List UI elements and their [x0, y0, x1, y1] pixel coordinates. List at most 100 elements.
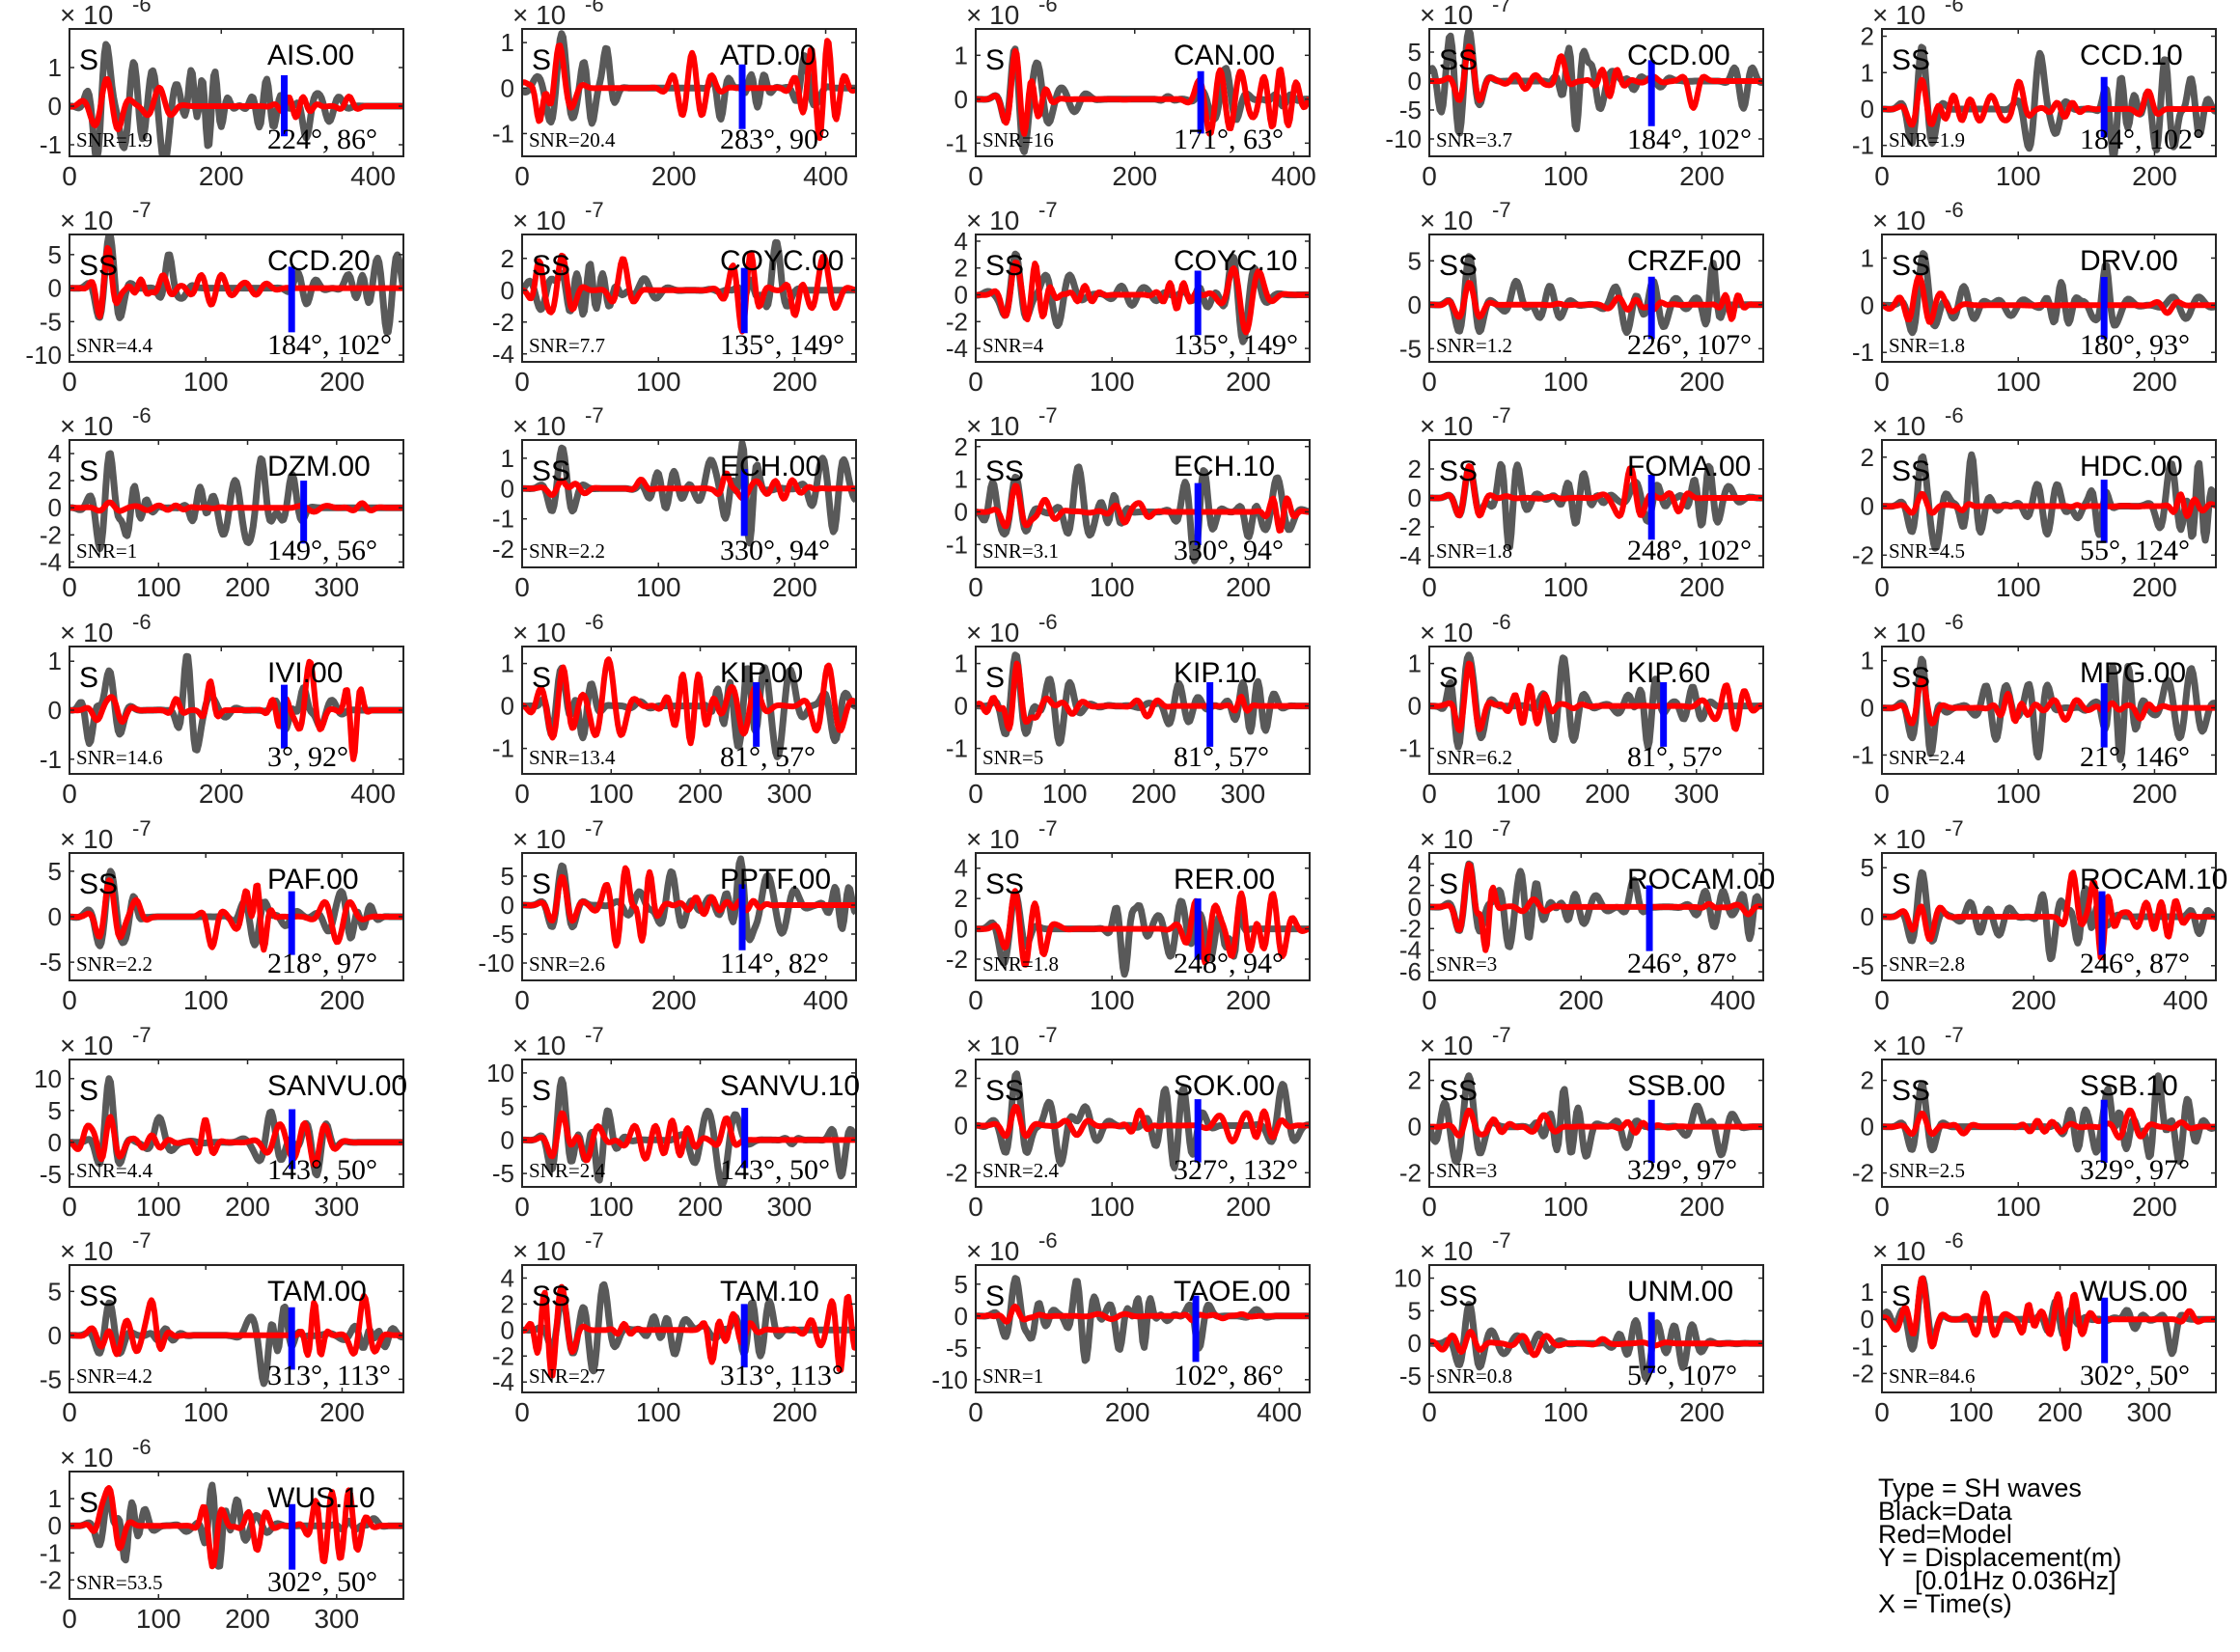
axes-frame	[975, 234, 1311, 363]
station-label: SSB.00	[1627, 1070, 1726, 1102]
y-tick-label: -5	[40, 1160, 62, 1189]
model-trace	[976, 482, 1310, 534]
y-tick-label: 1	[501, 444, 514, 473]
x-tick-label: 0	[1874, 985, 1890, 1015]
x-tick-label: 0	[514, 1397, 530, 1427]
y-tick-label: 2	[1408, 454, 1422, 483]
y-tick-label: 4	[48, 439, 62, 468]
model-trace	[522, 470, 856, 502]
model-trace	[1429, 43, 1763, 111]
y-tick-label: 1	[1861, 647, 1874, 675]
azimuth-label: 184°, 102°	[1627, 124, 1752, 155]
y-exponent-label: × 10	[1420, 0, 1473, 30]
y-tick-label: 1	[48, 647, 62, 675]
phase-label: S	[1892, 1280, 1911, 1312]
y-tick-label: 5	[1861, 853, 1874, 882]
x-tick-label: 200	[1679, 572, 1725, 602]
azimuth-label: 102°, 86°	[1174, 1360, 1284, 1391]
phase-label: SS	[1439, 44, 1478, 76]
y-tick-label: 2	[954, 1064, 968, 1093]
y-exponent-power: -7	[1492, 1228, 1511, 1253]
model-trace	[1882, 76, 2216, 128]
y-exponent-label: × 10	[1420, 1236, 1473, 1266]
axes-frame	[1881, 1264, 2217, 1393]
y-exponent-label: × 10	[1872, 411, 1925, 441]
model-trace	[1429, 862, 1763, 953]
station-label: KIP.00	[720, 657, 803, 689]
y-tick-label: 4	[501, 1263, 514, 1292]
snr-label: SNR=3.1	[982, 539, 1059, 563]
x-tick-label: 200	[1679, 1192, 1725, 1222]
data-trace	[1882, 451, 2216, 552]
y-exponent-power: -6	[1492, 610, 1511, 634]
station-label: TAM.00	[267, 1276, 367, 1308]
snr-label: SNR=2.4	[529, 1159, 605, 1182]
axes-frame	[975, 439, 1311, 568]
x-tick-label: 0	[62, 779, 77, 809]
phase-label: S	[1439, 868, 1458, 900]
station-label: CAN.00	[1174, 40, 1275, 71]
azimuth-label: 302°, 50°	[267, 1566, 377, 1598]
y-tick-label: 0	[1861, 290, 1874, 319]
phase-label: S	[1892, 868, 1911, 900]
y-exponent-label: × 10	[966, 824, 1019, 854]
y-exponent-power: -6	[1945, 0, 1964, 16]
y-exponent-label: × 10	[1872, 1031, 1925, 1060]
x-tick-label: 200	[1226, 367, 1271, 397]
snr-label: SNR=2.7	[529, 1364, 605, 1388]
y-tick-label: -1	[1852, 1332, 1874, 1361]
y-tick-label: -5	[40, 1364, 62, 1393]
axes-frame	[521, 852, 857, 981]
azimuth-label: 55°, 124°	[2080, 535, 2190, 566]
y-exponent-label: × 10	[1872, 824, 1925, 854]
azimuth-label: 171°, 63°	[1174, 124, 1284, 155]
y-exponent-label: × 10	[512, 206, 566, 235]
y-tick-label: 2	[954, 432, 968, 461]
snr-label: SNR=5	[982, 746, 1043, 769]
azimuth-label: 143°, 50°	[720, 1154, 830, 1186]
y-tick-label: 5	[48, 857, 62, 886]
axes-frame	[1428, 1059, 1764, 1188]
station-label: RER.00	[1174, 864, 1275, 895]
station-label: HDC.00	[2080, 451, 2183, 482]
y-tick-label: 0	[1408, 1329, 1422, 1358]
y-tick-label: -1	[40, 745, 62, 774]
y-exponent-label: × 10	[966, 0, 1019, 30]
y-tick-label: -1	[1852, 131, 1874, 160]
x-tick-label: 100	[136, 572, 181, 602]
y-tick-label: 5	[48, 1277, 62, 1306]
x-tick-label: 400	[803, 161, 848, 191]
x-tick-label: 200	[651, 161, 697, 191]
y-tick-label: -2	[946, 307, 968, 336]
y-exponent-power: -6	[132, 403, 152, 427]
y-tick-label: -5	[1399, 1362, 1422, 1390]
y-tick-label: -4	[1399, 936, 1422, 965]
x-tick-label: 100	[1090, 367, 1135, 397]
phase-label: S	[532, 44, 551, 76]
y-tick-label: -2	[492, 535, 514, 564]
y-tick-label: -5	[946, 1334, 968, 1363]
axes-frame	[521, 28, 857, 157]
axes-frame	[69, 439, 404, 568]
x-tick-label: 0	[968, 985, 983, 1015]
model-trace	[522, 1110, 856, 1164]
axes-frame	[521, 439, 857, 568]
azimuth-label: 57°, 107°	[1627, 1360, 1737, 1391]
phase-label: S	[79, 1487, 98, 1519]
y-exponent-label: × 10	[1420, 411, 1473, 441]
x-tick-label: 200	[1226, 572, 1271, 602]
y-exponent-label: × 10	[966, 1236, 1019, 1266]
snr-label: SNR=2.2	[529, 539, 605, 563]
y-exponent-label: × 10	[512, 618, 566, 647]
y-exponent-power: -7	[1038, 403, 1058, 427]
x-tick-label: 0	[514, 367, 530, 397]
y-exponent-label: × 10	[60, 618, 113, 647]
snr-label: SNR=20.4	[529, 128, 616, 151]
y-tick-label: -2	[1399, 1159, 1422, 1188]
y-exponent-power: -7	[585, 403, 604, 427]
y-exponent-label: × 10	[60, 1031, 113, 1060]
